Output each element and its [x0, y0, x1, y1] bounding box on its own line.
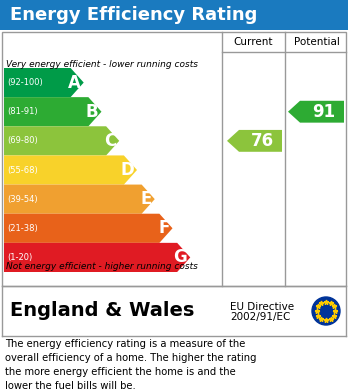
Text: D: D: [120, 161, 134, 179]
Text: (39-54): (39-54): [7, 195, 38, 204]
Polygon shape: [4, 185, 155, 214]
Bar: [2, 32, 346, 286]
Text: F: F: [158, 219, 169, 237]
Text: (21-38): (21-38): [7, 224, 38, 233]
Text: (69-80): (69-80): [7, 136, 38, 145]
Polygon shape: [4, 97, 102, 126]
Polygon shape: [4, 126, 119, 156]
Text: B: B: [86, 103, 98, 121]
Polygon shape: [4, 214, 173, 243]
Text: (1-20): (1-20): [7, 253, 32, 262]
Text: EU Directive: EU Directive: [230, 302, 294, 312]
Text: The energy efficiency rating is a measure of the
overall efficiency of a home. T: The energy efficiency rating is a measur…: [5, 339, 256, 391]
Polygon shape: [288, 101, 344, 123]
Polygon shape: [4, 243, 190, 272]
Text: Energy Efficiency Rating: Energy Efficiency Rating: [10, 6, 258, 24]
Text: C: C: [104, 132, 116, 150]
Text: A: A: [68, 74, 81, 91]
Text: G: G: [174, 248, 187, 266]
Text: (55-68): (55-68): [7, 165, 38, 174]
Text: Current: Current: [234, 37, 273, 47]
Text: (81-91): (81-91): [7, 107, 38, 116]
Text: (92-100): (92-100): [7, 78, 43, 87]
Text: 2002/91/EC: 2002/91/EC: [230, 312, 290, 322]
Text: E: E: [140, 190, 152, 208]
Circle shape: [312, 297, 340, 325]
Text: Very energy efficient - lower running costs: Very energy efficient - lower running co…: [6, 60, 198, 69]
Polygon shape: [227, 130, 282, 152]
Text: 76: 76: [251, 132, 274, 150]
Text: England & Wales: England & Wales: [10, 301, 195, 321]
Polygon shape: [4, 156, 137, 185]
Text: 91: 91: [313, 103, 335, 121]
Bar: [0, 0, 348, 30]
Polygon shape: [4, 68, 84, 97]
Text: Potential: Potential: [294, 37, 339, 47]
Text: Not energy efficient - higher running costs: Not energy efficient - higher running co…: [6, 262, 198, 271]
